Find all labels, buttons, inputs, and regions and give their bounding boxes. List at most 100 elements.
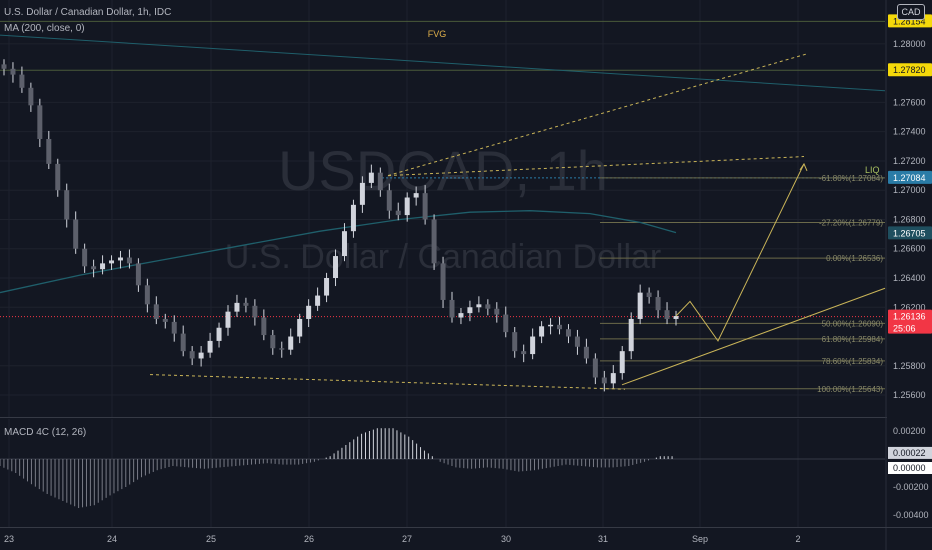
- candle: [82, 243, 88, 273]
- candle: [664, 302, 670, 325]
- candle-body: [592, 358, 598, 378]
- candle-body: [261, 317, 267, 336]
- candle: [37, 98, 43, 148]
- price-tag-bg: [888, 63, 932, 77]
- watermark-ticker: USDCAD, 1h: [278, 139, 608, 202]
- currency-button[interactable]: CAD: [897, 4, 925, 20]
- candle-body: [449, 299, 455, 318]
- candle-body: [306, 305, 312, 319]
- candle-body: [368, 172, 374, 183]
- candle-body: [288, 336, 294, 350]
- candle: [198, 346, 204, 367]
- candle: [449, 291, 455, 323]
- time-label: 2: [795, 534, 800, 544]
- candle: [583, 338, 589, 364]
- candle: [440, 256, 446, 308]
- candle-body: [82, 248, 88, 267]
- candle: [548, 318, 554, 335]
- price-tag-label: 1.26705: [893, 228, 926, 238]
- candle: [637, 284, 643, 325]
- price-tag-label: 1.27820: [893, 65, 926, 75]
- rising-trendline: [621, 287, 886, 386]
- candle: [458, 307, 464, 325]
- candle-body: [243, 302, 249, 306]
- candle-body: [350, 204, 356, 232]
- candle-body: [234, 302, 240, 312]
- candle: [261, 309, 267, 341]
- candle: [404, 192, 410, 222]
- price-tag: [888, 226, 932, 240]
- ma-200-line: [0, 210, 677, 294]
- candle-body: [467, 307, 473, 314]
- candle: [297, 313, 303, 344]
- candle-body: [503, 314, 509, 333]
- candle-body: [431, 219, 437, 264]
- candle: [270, 329, 276, 355]
- candle-body: [664, 310, 670, 319]
- price-tag-bg: [888, 226, 932, 240]
- symbol-legend[interactable]: U.S. Dollar / Canadian Dollar, 1h, IDC: [4, 7, 172, 18]
- macd-tag-bg: [888, 446, 932, 459]
- price-tag: [888, 170, 932, 184]
- candles: [1, 59, 679, 392]
- candle-body: [333, 256, 339, 278]
- candle: [610, 365, 616, 389]
- candle-body: [315, 295, 321, 306]
- candle: [91, 259, 97, 278]
- macd-tag-label: 0.00022: [893, 448, 926, 458]
- candle: [109, 255, 115, 270]
- fvg-label: FVG: [428, 29, 447, 39]
- trend-line: [0, 34, 886, 92]
- price-tick-label: 1.26200: [893, 302, 926, 312]
- fib-level-label: 0.00%(1.26536): [826, 254, 883, 263]
- candle-body: [198, 352, 204, 359]
- candle: [422, 185, 428, 225]
- candle: [628, 312, 634, 360]
- candle: [288, 328, 294, 355]
- price-tick-label: 1.27200: [893, 156, 926, 166]
- candle: [180, 325, 186, 357]
- candle-body: [189, 351, 195, 359]
- candle: [386, 183, 392, 219]
- candle-body: [637, 292, 643, 319]
- candle: [28, 82, 34, 112]
- candle: [512, 327, 518, 358]
- candle: [413, 186, 419, 206]
- price-tick-label: 1.25800: [893, 361, 926, 371]
- candle-body: [673, 316, 679, 319]
- candle-body: [583, 346, 589, 359]
- ma-legend[interactable]: MA (200, close, 0): [4, 23, 85, 34]
- candle-body: [135, 263, 141, 286]
- price-tick-label: 1.26800: [893, 214, 926, 224]
- candle-body: [55, 163, 61, 191]
- candle-body: [144, 285, 150, 305]
- candle: [592, 353, 598, 385]
- fib-level-label: -27.20%(1.26779): [819, 219, 883, 228]
- candle-body: [655, 297, 661, 311]
- candle-body: [458, 313, 464, 318]
- candle-body: [19, 74, 25, 88]
- candle: [207, 332, 213, 358]
- candle: [100, 255, 106, 275]
- time-label: 25: [206, 534, 216, 544]
- liq-label: LIQ: [865, 165, 880, 175]
- candle: [521, 344, 527, 363]
- candle: [655, 290, 661, 319]
- candle-body: [73, 219, 79, 249]
- candle-body: [404, 197, 410, 216]
- candle: [315, 287, 321, 311]
- candle-body: [207, 340, 213, 353]
- candle-body: [341, 231, 347, 257]
- candle: [377, 167, 383, 197]
- candle: [10, 62, 16, 83]
- candle-body: [601, 377, 607, 384]
- candle-body: [395, 210, 401, 216]
- macd-tag-bg: [888, 462, 932, 474]
- candle: [467, 300, 473, 322]
- macd-legend[interactable]: MACD 4C (12, 26): [4, 427, 87, 438]
- candle: [476, 296, 482, 313]
- candle: [673, 310, 679, 326]
- candle: [306, 299, 312, 328]
